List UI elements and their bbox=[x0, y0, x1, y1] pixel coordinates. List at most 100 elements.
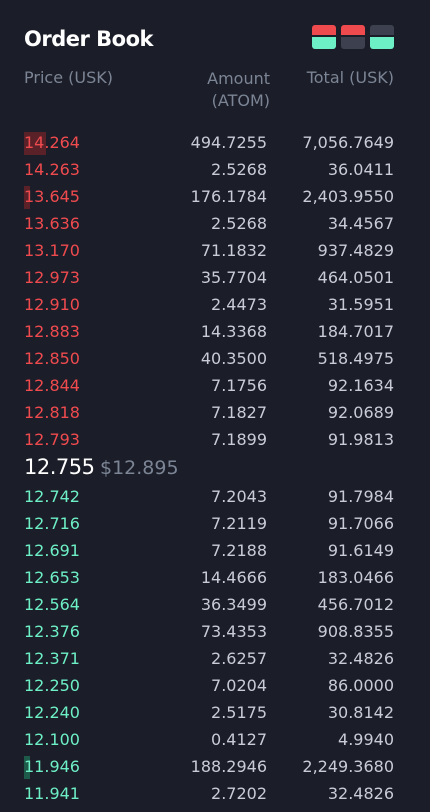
bid-row[interactable]: 12.371 2.6257 32.4826 bbox=[0, 646, 430, 673]
ask-row[interactable]: 12.793 7.1899 91.9813 bbox=[0, 427, 430, 454]
bid-row[interactable]: 11.941 2.7202 32.4826 bbox=[0, 781, 430, 808]
ask-row[interactable]: 12.973 35.7704 464.0501 bbox=[0, 265, 430, 292]
ask-price: 13.645 bbox=[24, 187, 80, 206]
page-title: Order Book bbox=[24, 27, 153, 51]
last-price-row: 12.755 $12.895 bbox=[0, 454, 430, 484]
bid-total: 908.8355 bbox=[317, 622, 394, 641]
ask-amount: 2.5268 bbox=[211, 214, 267, 233]
bid-price: 11.946 bbox=[24, 757, 80, 776]
total-column-header: Total (USK) bbox=[306, 68, 394, 87]
bid-price: 12.742 bbox=[24, 487, 80, 506]
price-column-header: Price (USK) bbox=[24, 68, 113, 87]
ask-total: 464.0501 bbox=[317, 268, 394, 287]
bid-total: 86.0000 bbox=[327, 676, 394, 695]
ask-total: 92.0689 bbox=[327, 403, 394, 422]
ask-price: 14.263 bbox=[24, 160, 80, 179]
view-toggle-group bbox=[312, 25, 394, 49]
ask-total: 937.4829 bbox=[317, 241, 394, 260]
bid-row[interactable]: 11.946 188.2946 2,249.3680 bbox=[0, 754, 430, 781]
bid-total: 32.4826 bbox=[327, 784, 394, 803]
ask-price: 14.264 bbox=[24, 133, 80, 152]
bid-amount: 7.0204 bbox=[211, 676, 267, 695]
bid-amount: 0.4127 bbox=[211, 730, 267, 749]
order-book-rows: 14.264 494.7255 7,056.7649 14.263 2.5268 36.0… bbox=[0, 130, 430, 808]
ask-price: 12.850 bbox=[24, 349, 80, 368]
ask-row[interactable]: 12.850 40.3500 518.4975 bbox=[0, 346, 430, 373]
depth-bar bbox=[24, 186, 30, 209]
bid-price: 12.250 bbox=[24, 676, 80, 695]
bid-total: 32.4826 bbox=[327, 649, 394, 668]
bid-total: 91.6149 bbox=[327, 541, 394, 560]
ask-row[interactable]: 12.818 7.1827 92.0689 bbox=[0, 400, 430, 427]
bid-amount: 7.2188 bbox=[211, 541, 267, 560]
bid-total: 183.0466 bbox=[317, 568, 394, 587]
bid-row[interactable]: 12.376 73.4353 908.8355 bbox=[0, 619, 430, 646]
ask-row[interactable]: 14.263 2.5268 36.0411 bbox=[0, 157, 430, 184]
amount-column-unit: (ATOM) bbox=[211, 91, 270, 110]
ask-row[interactable]: 14.264 494.7255 7,056.7649 bbox=[0, 130, 430, 157]
bid-price: 12.371 bbox=[24, 649, 80, 668]
last-price-usd: $12.895 bbox=[100, 457, 179, 479]
depth-bar bbox=[24, 756, 30, 779]
ask-amount: 494.7255 bbox=[190, 133, 267, 152]
bid-price: 12.691 bbox=[24, 541, 80, 560]
bid-row[interactable]: 12.742 7.2043 91.7984 bbox=[0, 484, 430, 511]
bid-total: 91.7066 bbox=[327, 514, 394, 533]
bid-price: 12.376 bbox=[24, 622, 80, 641]
amount-column-label: Amount bbox=[207, 69, 270, 88]
ask-row[interactable]: 12.883 14.3368 184.7017 bbox=[0, 319, 430, 346]
bid-price: 12.653 bbox=[24, 568, 80, 587]
ask-amount: 7.1899 bbox=[211, 430, 267, 449]
orderbook-both-icon[interactable] bbox=[312, 25, 336, 49]
ask-price: 12.910 bbox=[24, 295, 80, 314]
orderbook-bids-icon[interactable] bbox=[370, 25, 394, 49]
bid-amount: 73.4353 bbox=[200, 622, 267, 641]
bid-row[interactable]: 12.564 36.3499 456.7012 bbox=[0, 592, 430, 619]
column-headers: Price (USK) Amount (ATOM) Total (USK) bbox=[24, 68, 394, 116]
ask-amount: 7.1827 bbox=[211, 403, 267, 422]
ask-total: 2,403.9550 bbox=[302, 187, 394, 206]
ask-row[interactable]: 13.170 71.1832 937.4829 bbox=[0, 238, 430, 265]
bid-price: 12.716 bbox=[24, 514, 80, 533]
bid-amount: 7.2119 bbox=[211, 514, 267, 533]
bid-amount: 2.6257 bbox=[211, 649, 267, 668]
bid-row[interactable]: 12.250 7.0204 86.0000 bbox=[0, 673, 430, 700]
ask-total: 34.4567 bbox=[327, 214, 394, 233]
last-price: 12.755 bbox=[24, 455, 95, 479]
ask-price: 12.883 bbox=[24, 322, 80, 341]
bid-row[interactable]: 12.716 7.2119 91.7066 bbox=[0, 511, 430, 538]
bid-price: 11.941 bbox=[24, 784, 80, 803]
ask-price: 13.636 bbox=[24, 214, 80, 233]
bid-price: 12.240 bbox=[24, 703, 80, 722]
bid-row[interactable]: 12.240 2.5175 30.8142 bbox=[0, 700, 430, 727]
ask-amount: 176.1784 bbox=[190, 187, 267, 206]
bid-amount: 188.2946 bbox=[190, 757, 267, 776]
ask-row[interactable]: 12.844 7.1756 92.1634 bbox=[0, 373, 430, 400]
bid-row[interactable]: 12.691 7.2188 91.6149 bbox=[0, 538, 430, 565]
bid-amount: 7.2043 bbox=[211, 487, 267, 506]
bid-total: 456.7012 bbox=[317, 595, 394, 614]
ask-price: 12.973 bbox=[24, 268, 80, 287]
ask-amount: 40.3500 bbox=[200, 349, 267, 368]
ask-row[interactable]: 13.636 2.5268 34.4567 bbox=[0, 211, 430, 238]
ask-row[interactable]: 12.910 2.4473 31.5951 bbox=[0, 292, 430, 319]
ask-price: 12.793 bbox=[24, 430, 80, 449]
bid-price: 12.564 bbox=[24, 595, 80, 614]
ask-row[interactable]: 13.645 176.1784 2,403.9550 bbox=[0, 184, 430, 211]
depth-bar bbox=[24, 132, 46, 155]
ask-amount: 2.4473 bbox=[211, 295, 267, 314]
bid-total: 2,249.3680 bbox=[302, 757, 394, 776]
ask-price: 12.818 bbox=[24, 403, 80, 422]
ask-price: 13.170 bbox=[24, 241, 80, 260]
order-book-header: Order Book bbox=[24, 25, 394, 55]
ask-total: 184.7017 bbox=[317, 322, 394, 341]
ask-total: 7,056.7649 bbox=[302, 133, 394, 152]
ask-total: 31.5951 bbox=[327, 295, 394, 314]
ask-amount: 14.3368 bbox=[200, 322, 267, 341]
bid-row[interactable]: 12.653 14.4666 183.0466 bbox=[0, 565, 430, 592]
orderbook-asks-icon[interactable] bbox=[341, 25, 365, 49]
bid-amount: 14.4666 bbox=[200, 568, 267, 587]
ask-amount: 2.5268 bbox=[211, 160, 267, 179]
bid-row[interactable]: 12.100 0.4127 4.9940 bbox=[0, 727, 430, 754]
bid-amount: 36.3499 bbox=[200, 595, 267, 614]
